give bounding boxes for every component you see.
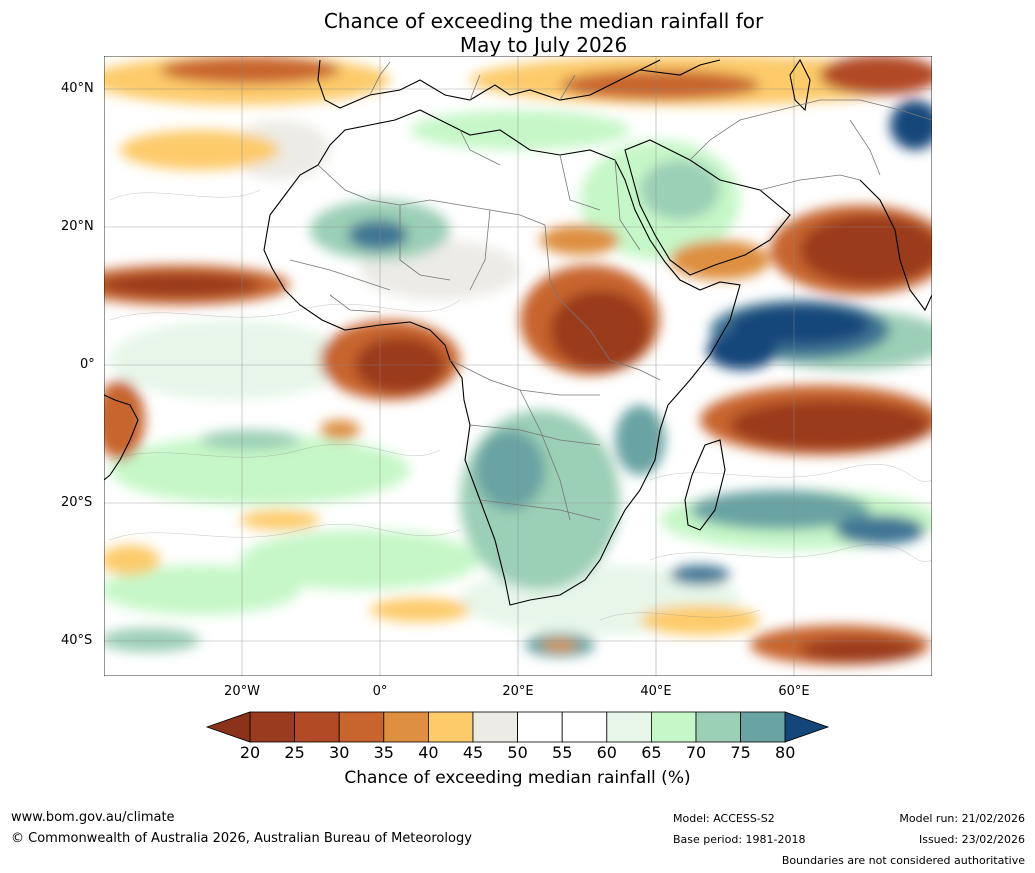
colorbar-segment (427, 711, 474, 743)
india-coastline (859, 179, 932, 312)
colorbar-segment (606, 711, 652, 743)
probability-field (104, 56, 932, 665)
colorbar-tick-label: 45 (462, 743, 484, 762)
model-name: Model: ACCESS-S2 (673, 812, 775, 825)
colorbar-tick-label: 25 (284, 743, 305, 762)
colorbar-segment (561, 711, 608, 743)
colorbar-tick-label: 80 (775, 743, 796, 762)
colorbar-segment (472, 711, 518, 743)
title-line-1: Chance of exceeding the median rainfall … (323, 9, 764, 33)
colorbar-tick-label: 35 (373, 743, 394, 762)
title-line-2: May to July 2026 (459, 33, 628, 57)
colorbar-segment (695, 711, 741, 743)
lat-label-20s: 20°S (61, 495, 93, 510)
lat-label-40n: 40°N (61, 81, 94, 96)
south-america-coastline (104, 394, 139, 481)
base-period: Base period: 1981-2018 (673, 833, 806, 846)
colorbar-segment (651, 711, 697, 743)
lat-label-40s: 40°S (61, 633, 93, 648)
colorbar-tick-label: 75 (730, 743, 751, 762)
africa-coastline (263, 109, 741, 606)
colorbar-tick-label: 20 (239, 743, 261, 762)
colorbar-segment (338, 711, 385, 743)
lat-label-0: 0° (80, 357, 95, 372)
madagascar-coastline (684, 439, 726, 531)
lon-label-60e: 60°E (778, 684, 810, 699)
colorbar-label: Chance of exceeding median rainfall (%) (344, 768, 691, 788)
colorbar-tick-label: 55 (552, 743, 573, 762)
lon-label-40e: 40°E (640, 684, 672, 699)
issued-date: Issued: 23/02/2026 (918, 833, 1025, 846)
colorbar-segment (740, 711, 786, 743)
colorbar-segment (294, 711, 340, 743)
lon-label-20w: 20°W (224, 684, 260, 699)
contour-lines (109, 189, 932, 621)
colorbar-over-arrow (784, 711, 830, 743)
colorbar-segments (249, 711, 786, 743)
colorbar-segment (383, 711, 429, 743)
colorbar-segment (517, 711, 563, 743)
lon-label-0: 0° (372, 684, 388, 699)
graticule (104, 56, 932, 676)
colorbar-tick-label: 60 (596, 743, 617, 762)
map-title: Chance of exceeding the median rainfall … (0, 9, 1035, 57)
colorbar-tick-label: 70 (685, 743, 707, 762)
colorbar-tick-label: 50 (507, 743, 528, 762)
copyright-text: © Commonwealth of Australia 2026, Austra… (11, 831, 472, 846)
colorbar-under-arrow (205, 711, 251, 743)
country-borders (289, 61, 932, 521)
arabia-coastline (624, 139, 791, 276)
colorbar-tick-label: 40 (418, 743, 439, 762)
colorbar-tick-label: 30 (329, 743, 350, 762)
website-link[interactable]: www.bom.gov.au/climate (11, 810, 175, 825)
colorbar-segment (249, 711, 295, 743)
model-run: Model run: 21/02/2026 (899, 812, 1025, 825)
boundary-disclaimer: Boundaries are not considered authoritat… (781, 854, 1025, 867)
lat-label-20n: 20°N (61, 219, 94, 234)
colorbar-tick-label: 65 (641, 743, 662, 762)
lon-label-20e: 20°E (502, 684, 534, 699)
